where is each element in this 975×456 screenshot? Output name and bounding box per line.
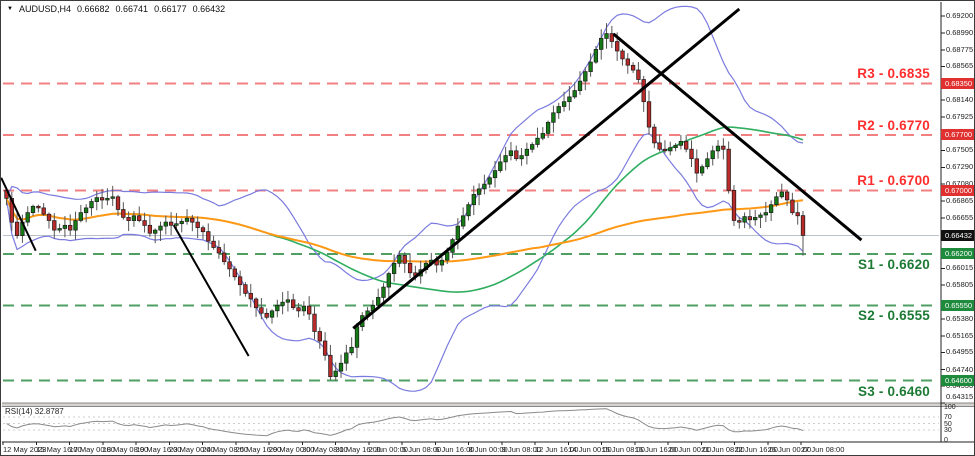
rsi-name: RSI(14) [5,407,33,416]
rsi-axis-tick: 70 [944,413,952,421]
time-axis-label: 17 May 00:00 [69,445,115,454]
time-axis-label: 2 Jun 00:00 [368,445,408,454]
price-badge-resistance: 0.67000 [941,184,974,196]
price-axis-tick: 0.64315 [946,392,974,401]
price-axis-tick: 0.64955 [946,347,974,357]
rsi-axis-tick: 100 [944,404,956,411]
price-badge-support: 0.64600 [941,375,974,387]
symbol-timeframe: AUDUSD,H4 [18,4,71,14]
chart-title: ▼ AUDUSD,H4 0.66682 0.66741 0.66177 0.66… [7,4,225,14]
time-axis-label: 18 May 08:00 [102,445,149,454]
quote-low: 0.66177 [154,4,187,14]
support-label-s2: S2 - 0.6555 [857,308,930,324]
support-label-s1: S1 - 0.6620 [857,256,930,272]
time-axis-label: 6 Jun 16:00 [435,445,475,454]
price-badge-current: 0.66432 [941,229,974,241]
time-axis-label: 21 Jun 08:00 [701,445,745,454]
quote-close: 0.66432 [192,4,226,14]
resistance-label-r1: R1 - 0.6700 [857,173,930,189]
price-badge-support: 0.65550 [941,299,974,311]
price-axis-tick: 0.69200 [946,11,974,21]
time-axis-label: 16 Jun 16:00 [634,445,679,454]
price-axis-tick: 0.66015 [946,263,974,273]
price-axis-tick: 0.68990 [946,27,974,37]
time-axis-label: 30 May 08:00 [302,445,348,454]
rsi-value: 32.8787 [34,407,64,416]
time-axis-label: 15 May 16:00 [36,445,82,454]
resistance-label-r3: R3 - 0.6835 [857,66,930,82]
time-axis-label: 5 Jun 08:00 [402,445,442,454]
time-axis-label: 27 Jun 08:00 [801,445,845,454]
price-axis-tick: 0.67290 [946,162,974,172]
time-axis-label: 26 Jun 00:00 [767,445,812,454]
price-badge-support: 0.66200 [941,248,974,260]
time-axis-label: 15 Jun 08:00 [601,445,645,454]
price-axis-tick: 0.64740 [946,364,974,374]
price-axis-tick: 0.67505 [946,145,974,155]
rsi-axis-tick: 50 [944,420,952,428]
quote-high: 0.66741 [115,4,149,14]
price-axis-tick: 0.66655 [946,212,974,222]
time-axis-label: 12 Jun 16:00 [535,445,579,454]
price-axis-tick: 0.65165 [946,330,974,340]
time-axis-label: 9 Jun 08:00 [501,445,541,454]
price-axis-tick: 0.68140 [946,95,974,105]
time-axis-label: 22 Jun 16:00 [734,445,778,454]
price-badge-resistance: 0.67700 [941,129,974,141]
time-axis-label: 8 Jun 00:00 [468,445,508,454]
resistance-label-r2: R2 - 0.6770 [857,117,930,133]
time-axis-label: 19 May 16:00 [136,445,182,454]
time-axis-label: 31 May 16:00 [335,445,381,454]
price-axis-tick: 0.65805 [946,280,974,290]
price-axis-tick: 0.67925 [946,112,974,122]
price-axis-tick: 0.68775 [946,44,974,54]
time-axis-label: 12 May 2023 [3,445,47,454]
price-axis-tick: 0.66865 [946,196,974,206]
price-axis-tick: 0.68565 [946,61,974,71]
symbol-marker-icon: ▼ [7,5,13,12]
time-axis-label: 14 Jun 00:00 [568,445,612,454]
time-axis-label: 25 May 16:00 [235,445,282,454]
rsi-indicator-label: RSI(14) 32.8787 [5,407,64,416]
price-axis-tick: 0.65380 [946,313,974,323]
quote-open: 0.66682 [76,4,110,14]
time-axis-label: 20 Jun 00:00 [668,445,712,454]
time-axis-label: 23 May 00:00 [169,445,215,454]
rsi-axis-tick: 0 [944,437,948,444]
time-axis-label: 24 May 08:00 [202,445,248,454]
price-badge-resistance: 0.68350 [941,77,974,89]
time-axis-label: 29 May 00:00 [269,445,315,454]
support-label-s3: S3 - 0.6460 [857,383,930,399]
rsi-axis-tick: 30 [944,427,952,435]
price-axis-tick: 0.67080 [946,179,974,189]
